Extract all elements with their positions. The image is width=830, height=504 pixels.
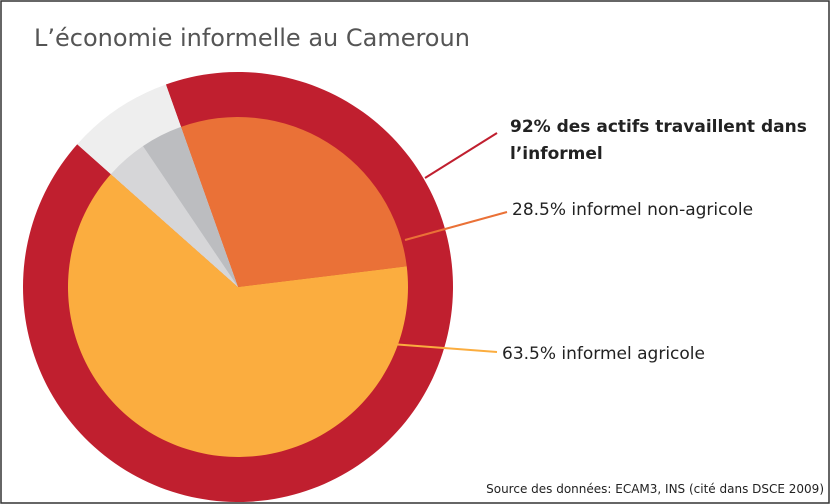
- slice-label: 28.5% informel non-agricole: [512, 200, 754, 220]
- source-note: Source des données: ECAM3, INS (cité dan…: [486, 482, 824, 496]
- slice-label: 63.5% informel agricole: [502, 344, 705, 364]
- leader-line: [424, 132, 498, 179]
- leader-line: [404, 211, 508, 241]
- pie-slice: [142, 126, 238, 287]
- pie-slice: [110, 146, 238, 287]
- slice-label: 92% des actifs travaillent dans l’inform…: [510, 117, 807, 164]
- pie-slice: [67, 174, 408, 457]
- pie: [22, 71, 453, 502]
- leader-line: [377, 342, 498, 353]
- pie-slice: [180, 117, 407, 288]
- chart-title: L’économie informelle au Cameroun: [34, 24, 470, 52]
